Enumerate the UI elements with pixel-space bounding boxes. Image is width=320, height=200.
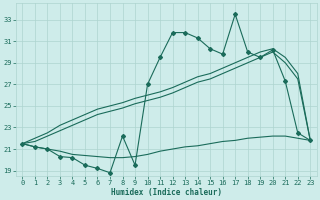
X-axis label: Humidex (Indice chaleur): Humidex (Indice chaleur) <box>111 188 222 197</box>
